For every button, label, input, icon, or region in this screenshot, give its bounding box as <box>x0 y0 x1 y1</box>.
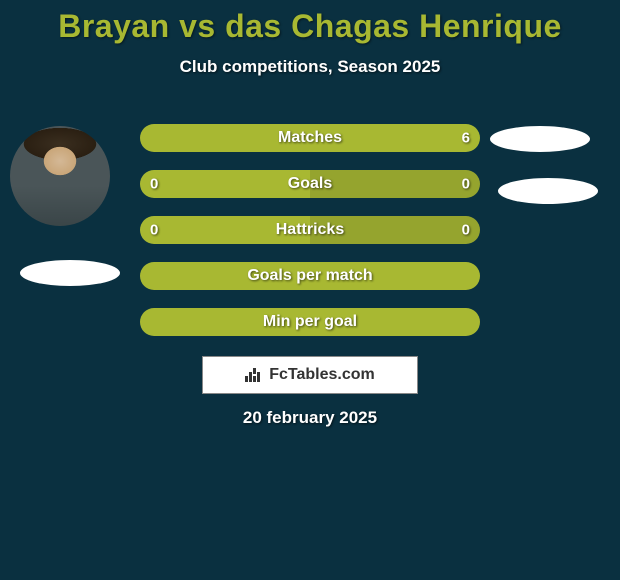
subtitle: Club competitions, Season 2025 <box>0 57 620 77</box>
stat-row-min-per-goal: Min per goal <box>140 308 480 336</box>
stat-right-value: 6 <box>462 130 470 147</box>
stat-label: Goals per match <box>247 267 372 285</box>
logo-text: FcTables.com <box>269 366 375 384</box>
page-title: Brayan vs das Chagas Henrique <box>0 8 620 45</box>
decorative-oval <box>498 178 598 204</box>
infographic-container: Brayan vs das Chagas Henrique Club compe… <box>0 0 620 580</box>
stat-label: Min per goal <box>263 313 357 331</box>
stat-row-matches: Matches 6 <box>140 124 480 152</box>
stat-right-value: 0 <box>462 176 470 193</box>
stat-label: Matches <box>278 129 342 147</box>
stat-right-value: 0 <box>462 222 470 239</box>
decorative-oval <box>20 260 120 286</box>
player-avatar <box>10 126 110 226</box>
stat-left-value: 0 <box>150 222 158 239</box>
stat-row-goals-per-match: Goals per match <box>140 262 480 290</box>
stat-left-value: 0 <box>150 176 158 193</box>
stat-label: Goals <box>288 175 332 193</box>
stat-row-goals: 0 Goals 0 <box>140 170 480 198</box>
stat-row-hattricks: 0 Hattricks 0 <box>140 216 480 244</box>
stats-area: Matches 6 0 Goals 0 0 Hattricks 0 Goals … <box>140 124 480 354</box>
date-label: 20 february 2025 <box>0 408 620 428</box>
decorative-oval <box>490 126 590 152</box>
chart-icon <box>245 368 263 382</box>
stat-label: Hattricks <box>276 221 344 239</box>
logo-box: FcTables.com <box>202 356 418 394</box>
